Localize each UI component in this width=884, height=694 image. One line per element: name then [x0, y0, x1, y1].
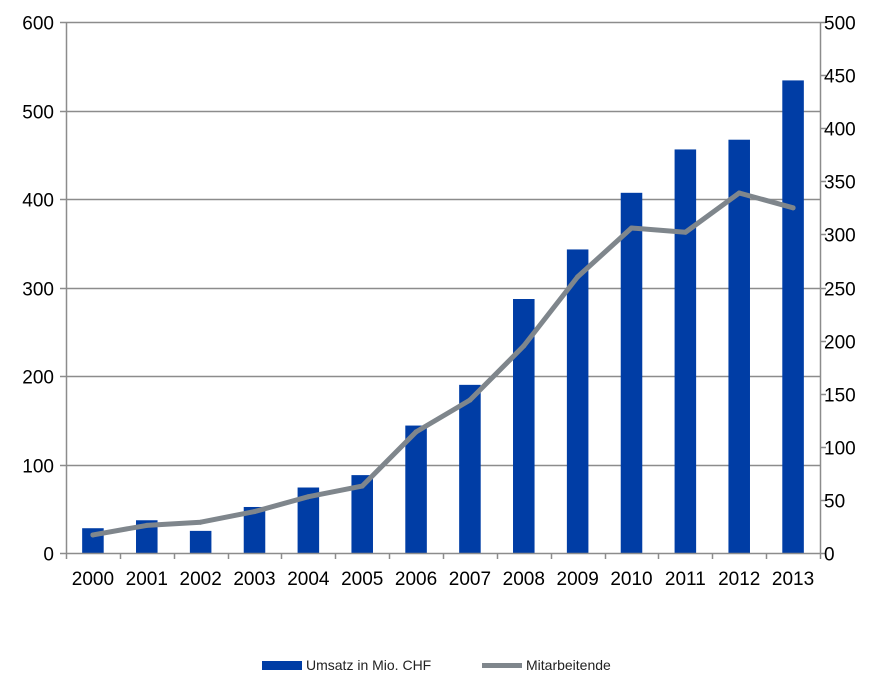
x-tick-label: 2013 — [772, 569, 814, 590]
line-point — [575, 274, 581, 280]
line-point — [682, 229, 688, 235]
y-right-tick-label: 0 — [824, 545, 835, 566]
y-right-tick-label: 300 — [824, 226, 856, 247]
line-point — [413, 429, 419, 435]
x-tick-label: 2004 — [287, 569, 330, 590]
bar — [566, 249, 589, 553]
y-right-tick-label: 350 — [824, 173, 856, 194]
y-right-tick-label: 200 — [824, 333, 856, 354]
y-right-tick-label: 500 — [824, 14, 856, 35]
bar — [674, 149, 697, 553]
x-tick-label: 2000 — [72, 569, 114, 590]
y-left-tick-label: 200 — [22, 368, 54, 389]
line-point — [144, 522, 150, 528]
x-tick-label: 2002 — [180, 569, 222, 590]
y-left-tick-label: 400 — [22, 191, 54, 212]
legend: Umsatz in Mio. CHF Mitarbeitende — [262, 657, 611, 673]
axes: 0 100 200 300 400 500 600 0 50 100 150 200 250 300 350… — [22, 14, 855, 591]
x-tick-label: 2005 — [341, 569, 383, 590]
bar — [782, 80, 804, 553]
line-series — [90, 190, 796, 538]
line-point — [90, 532, 96, 538]
bar — [243, 506, 266, 553]
x-tick-label: 2009 — [557, 569, 599, 590]
x-tick-label: 2011 — [665, 569, 706, 590]
bar — [351, 475, 373, 553]
gridlines — [66, 21, 820, 467]
line-point — [790, 205, 796, 211]
y-right-tick-label: 400 — [824, 120, 856, 141]
y-left-tick-label: 100 — [22, 457, 54, 478]
y-left-tick-label: 500 — [22, 103, 54, 124]
bar — [189, 530, 212, 553]
y-right-tick-label: 450 — [824, 67, 856, 88]
x-tick-label: 2012 — [718, 569, 760, 590]
legend-swatch-bar — [262, 661, 302, 670]
x-tick-label: 2010 — [610, 569, 652, 590]
y-left-tick-label: 0 — [43, 545, 54, 566]
x-tick-label: 2006 — [395, 569, 437, 590]
bar — [728, 139, 750, 553]
y-right-tick-label: 150 — [824, 386, 856, 407]
series-line — [90, 190, 796, 538]
x-tick-label: 2001 — [126, 569, 168, 590]
bar — [459, 384, 481, 553]
line-point — [305, 494, 311, 500]
bar-series — [82, 80, 804, 553]
line-point — [198, 519, 204, 525]
x-tick-label: 2003 — [233, 569, 275, 590]
line-point — [736, 190, 742, 196]
y-right-tick-label: 100 — [824, 439, 856, 460]
bar — [405, 425, 427, 553]
line-point — [629, 225, 634, 231]
line-point — [467, 397, 473, 403]
legend-label-line: Mitarbeitende — [526, 657, 611, 673]
y-right-tick-label: 50 — [824, 492, 845, 513]
line-point — [359, 483, 365, 489]
y-left-tick-label: 300 — [22, 280, 54, 301]
x-tick-label: 2007 — [449, 569, 491, 590]
line-point — [521, 343, 527, 349]
x-tick-label: 2008 — [503, 569, 545, 590]
bar — [297, 487, 320, 553]
line-point — [252, 509, 257, 515]
bar — [513, 299, 535, 553]
y-right-tick-label: 250 — [824, 280, 856, 301]
bar — [620, 192, 643, 553]
legend-label-bar: Umsatz in Mio. CHF — [306, 657, 431, 673]
y-left-tick-label: 600 — [22, 14, 54, 35]
